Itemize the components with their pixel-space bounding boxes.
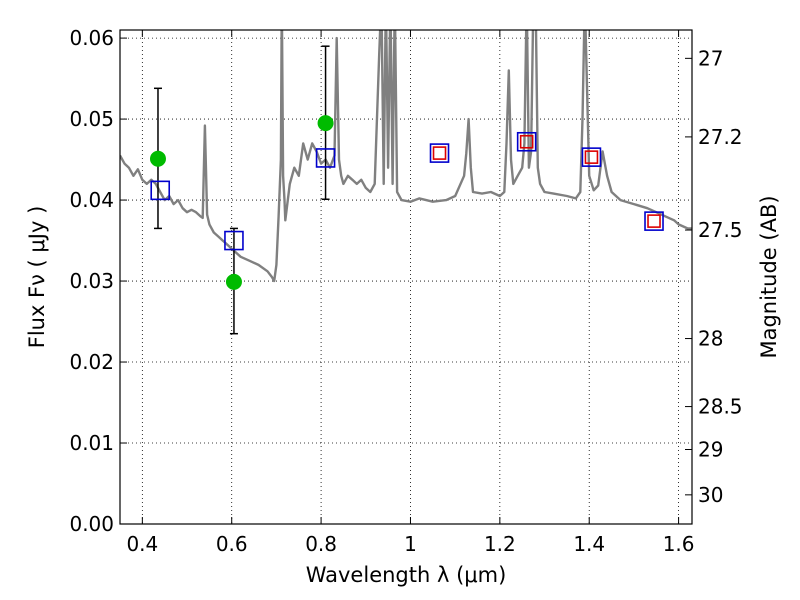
y-tick-label: 0.01 — [69, 431, 114, 455]
model-square-blue — [429, 143, 450, 163]
model-square-blue — [516, 131, 537, 152]
y-tick-label: 0.05 — [69, 107, 114, 131]
model-square-blue — [581, 147, 602, 167]
model-square-blue — [644, 211, 664, 231]
model-square-red — [519, 134, 534, 149]
plot-area — [120, 30, 692, 283]
x-tick-label: 1.4 — [573, 532, 605, 556]
x-tick-label: 0.4 — [126, 532, 158, 556]
y2-axis-label: Magnitude (AB) — [757, 195, 781, 358]
y2-tick-label: 29 — [698, 437, 723, 461]
model-square-blue — [150, 180, 171, 201]
x-axis-label: Wavelength λ (μm) — [306, 563, 507, 587]
markers — [149, 115, 664, 290]
y2-tick-label: 28 — [698, 327, 723, 351]
grid — [120, 30, 692, 525]
x-axis: 0.4 0.6 0.8 1 1.2 1.4 1.6 — [126, 30, 695, 556]
model-square-red — [432, 146, 447, 160]
x-tick-label: 1.6 — [663, 532, 695, 556]
observed-point — [317, 115, 334, 132]
model-square-red — [584, 150, 599, 164]
y-tick-label: 0.06 — [69, 26, 114, 50]
plot-frame — [119, 29, 693, 525]
y-axis: 0.00 0.01 0.02 0.03 0.04 0.05 0.06 — [69, 26, 127, 536]
observed-point — [225, 273, 242, 290]
x-tick-label: 1.2 — [484, 532, 516, 556]
y-axis-label: Flux Fν ( μJy ) — [25, 206, 49, 349]
y2-tick-label: 27.5 — [698, 218, 743, 242]
model-square-blue — [224, 230, 244, 251]
y2-tick-label: 27 — [698, 46, 723, 70]
y-tick-label: 0.00 — [69, 512, 114, 536]
model-square-red — [647, 214, 661, 228]
y-tick-label: 0.04 — [69, 188, 114, 212]
x-tick-label: 1 — [404, 532, 417, 556]
y2-axis: 27 27.2 27.5 28 28.5 29 30 — [685, 46, 743, 507]
y-tick-label: 0.02 — [69, 350, 114, 374]
y2-tick-label: 30 — [698, 483, 723, 507]
model-square-blue — [315, 148, 336, 168]
error-bars — [153, 45, 330, 335]
y-tick-label: 0.03 — [69, 269, 114, 293]
x-tick-label: 0.6 — [216, 532, 248, 556]
spectrum-line — [120, 30, 692, 283]
observed-point — [149, 150, 166, 167]
y2-tick-label: 28.5 — [698, 395, 743, 419]
y2-tick-label: 27.2 — [698, 125, 743, 149]
x-tick-label: 0.8 — [305, 532, 337, 556]
